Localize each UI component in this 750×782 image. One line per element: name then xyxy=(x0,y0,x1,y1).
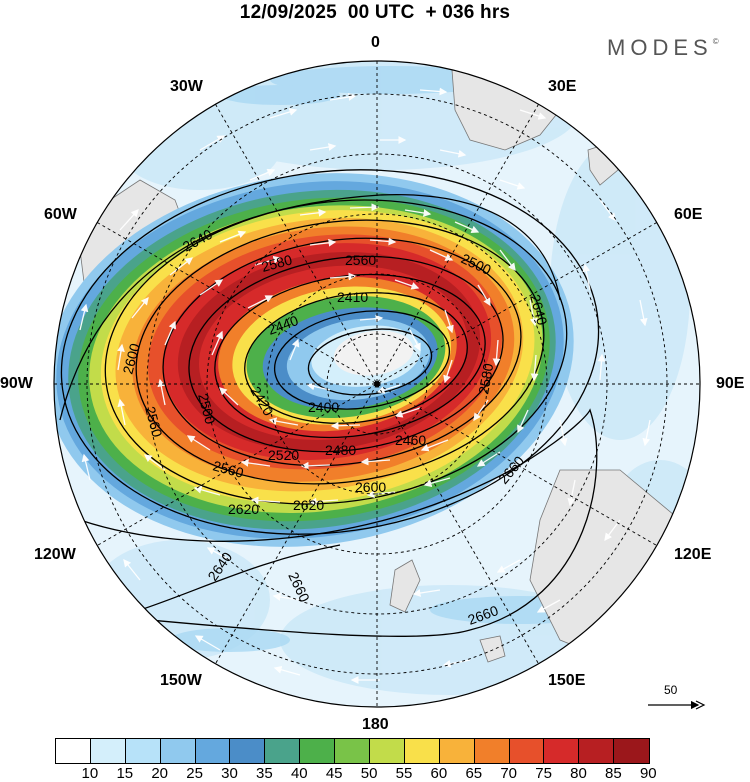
colorbar-cell xyxy=(90,739,126,763)
map-border xyxy=(53,60,701,708)
colorbar-tick-label: 50 xyxy=(360,765,378,782)
jet-wind-speed-bands xyxy=(54,173,574,547)
contour-label: 2580 xyxy=(475,362,496,396)
modes-logo: MODES© xyxy=(607,35,719,61)
colorbar-cell xyxy=(370,739,405,763)
colorbar-cell xyxy=(125,739,161,763)
contour-label: 2620 xyxy=(293,497,324,513)
contour-label: 2620 xyxy=(228,501,259,517)
contour-label: 2640 xyxy=(527,293,551,327)
tasmania xyxy=(479,635,506,663)
wind-speed-colorbar xyxy=(55,738,651,764)
colorbar-tick-label: 40 xyxy=(290,765,308,782)
colorbar-cell xyxy=(509,739,545,763)
colorbar-tick-label: 20 xyxy=(151,765,169,782)
contour-label: 2600 xyxy=(119,341,143,375)
colorbar-cell xyxy=(265,739,301,763)
colorbar-cell xyxy=(579,739,615,763)
colorbar-tick-label: 80 xyxy=(570,765,587,782)
lon-label-120w: 120W xyxy=(34,546,76,563)
contour-label: 2560 xyxy=(345,252,376,268)
lon-label-150e: 150E xyxy=(548,672,586,689)
polar-map: 2640 2580 2560 2410 2440 2600 2420 2400 … xyxy=(53,60,701,708)
colorbar-tick-label: 70 xyxy=(500,765,518,782)
graticule xyxy=(54,61,700,707)
colorbar-cell xyxy=(544,739,580,763)
contour-label: 2400 xyxy=(308,399,339,415)
lon-label-60e: 60E xyxy=(674,206,703,223)
colorbar-cell xyxy=(300,739,336,763)
colorbar-tick-label: 90 xyxy=(639,765,657,782)
colorbar-tick-label: 60 xyxy=(430,765,448,782)
south-pole-dot xyxy=(374,381,380,387)
colorbar-cell xyxy=(335,739,371,763)
contour-label: 2460 xyxy=(395,432,426,448)
light-wind-streaks xyxy=(170,66,610,652)
lon-label-90e: 90E xyxy=(716,375,745,392)
copyright-mark: © xyxy=(712,37,719,46)
map-disk xyxy=(54,61,700,707)
new-zealand xyxy=(389,559,421,613)
colorbar-tick-label: 10 xyxy=(81,765,99,782)
contour-label: 2410 xyxy=(337,289,368,305)
lon-label-0: 0 xyxy=(371,34,380,51)
colorbar-cell xyxy=(56,739,91,763)
colorbar-cell xyxy=(195,739,231,763)
colorbar-tick-label: 15 xyxy=(116,765,134,782)
lon-label-150w: 150W xyxy=(160,672,202,689)
colorbar-tick-label: 35 xyxy=(256,765,273,782)
colorbar-cell xyxy=(474,739,510,763)
colorbar-tick-label: 45 xyxy=(325,765,343,782)
colorbar-tick-label: 25 xyxy=(186,765,203,782)
lon-label-120e: 120E xyxy=(674,546,712,563)
colorbar-cell xyxy=(404,739,440,763)
map-title: 12/09/2025 00 UTC + 036 hrs xyxy=(239,2,511,23)
colorbar-cell xyxy=(439,739,475,763)
contour-label: 2580 xyxy=(260,251,294,275)
colorbar-tick-label: 65 xyxy=(465,765,483,782)
colorbar-tick-label: 75 xyxy=(535,765,552,782)
contour-label: 2560 xyxy=(211,457,245,481)
reference-vector-arrow xyxy=(648,700,706,710)
colorbar-cell xyxy=(160,739,196,763)
lon-label-30e: 30E xyxy=(548,78,577,95)
colorbar-tick-label: 55 xyxy=(395,765,413,782)
reference-vector-label: 50 xyxy=(664,683,678,697)
colorbar-tick-label: 85 xyxy=(605,765,622,782)
contour-label: 2480 xyxy=(325,442,356,458)
colorbar-tick-label: 30 xyxy=(221,765,238,782)
colorbar-cell xyxy=(614,739,650,763)
colorbar-cell xyxy=(230,739,266,763)
height-contours xyxy=(59,169,600,637)
contour-label: 2500 xyxy=(195,392,219,426)
wind-vectors xyxy=(79,87,651,684)
lon-label-30w: 30W xyxy=(170,78,203,95)
lon-label-90w: 90W xyxy=(0,375,33,392)
brand-text: MODES xyxy=(607,35,713,60)
contour-label: 2520 xyxy=(268,447,299,463)
contour-label: 2560 xyxy=(142,405,166,439)
lon-label-180: 180 xyxy=(362,716,389,733)
contour-label: 2600 xyxy=(355,479,386,495)
lon-label-60w: 60W xyxy=(44,206,77,223)
